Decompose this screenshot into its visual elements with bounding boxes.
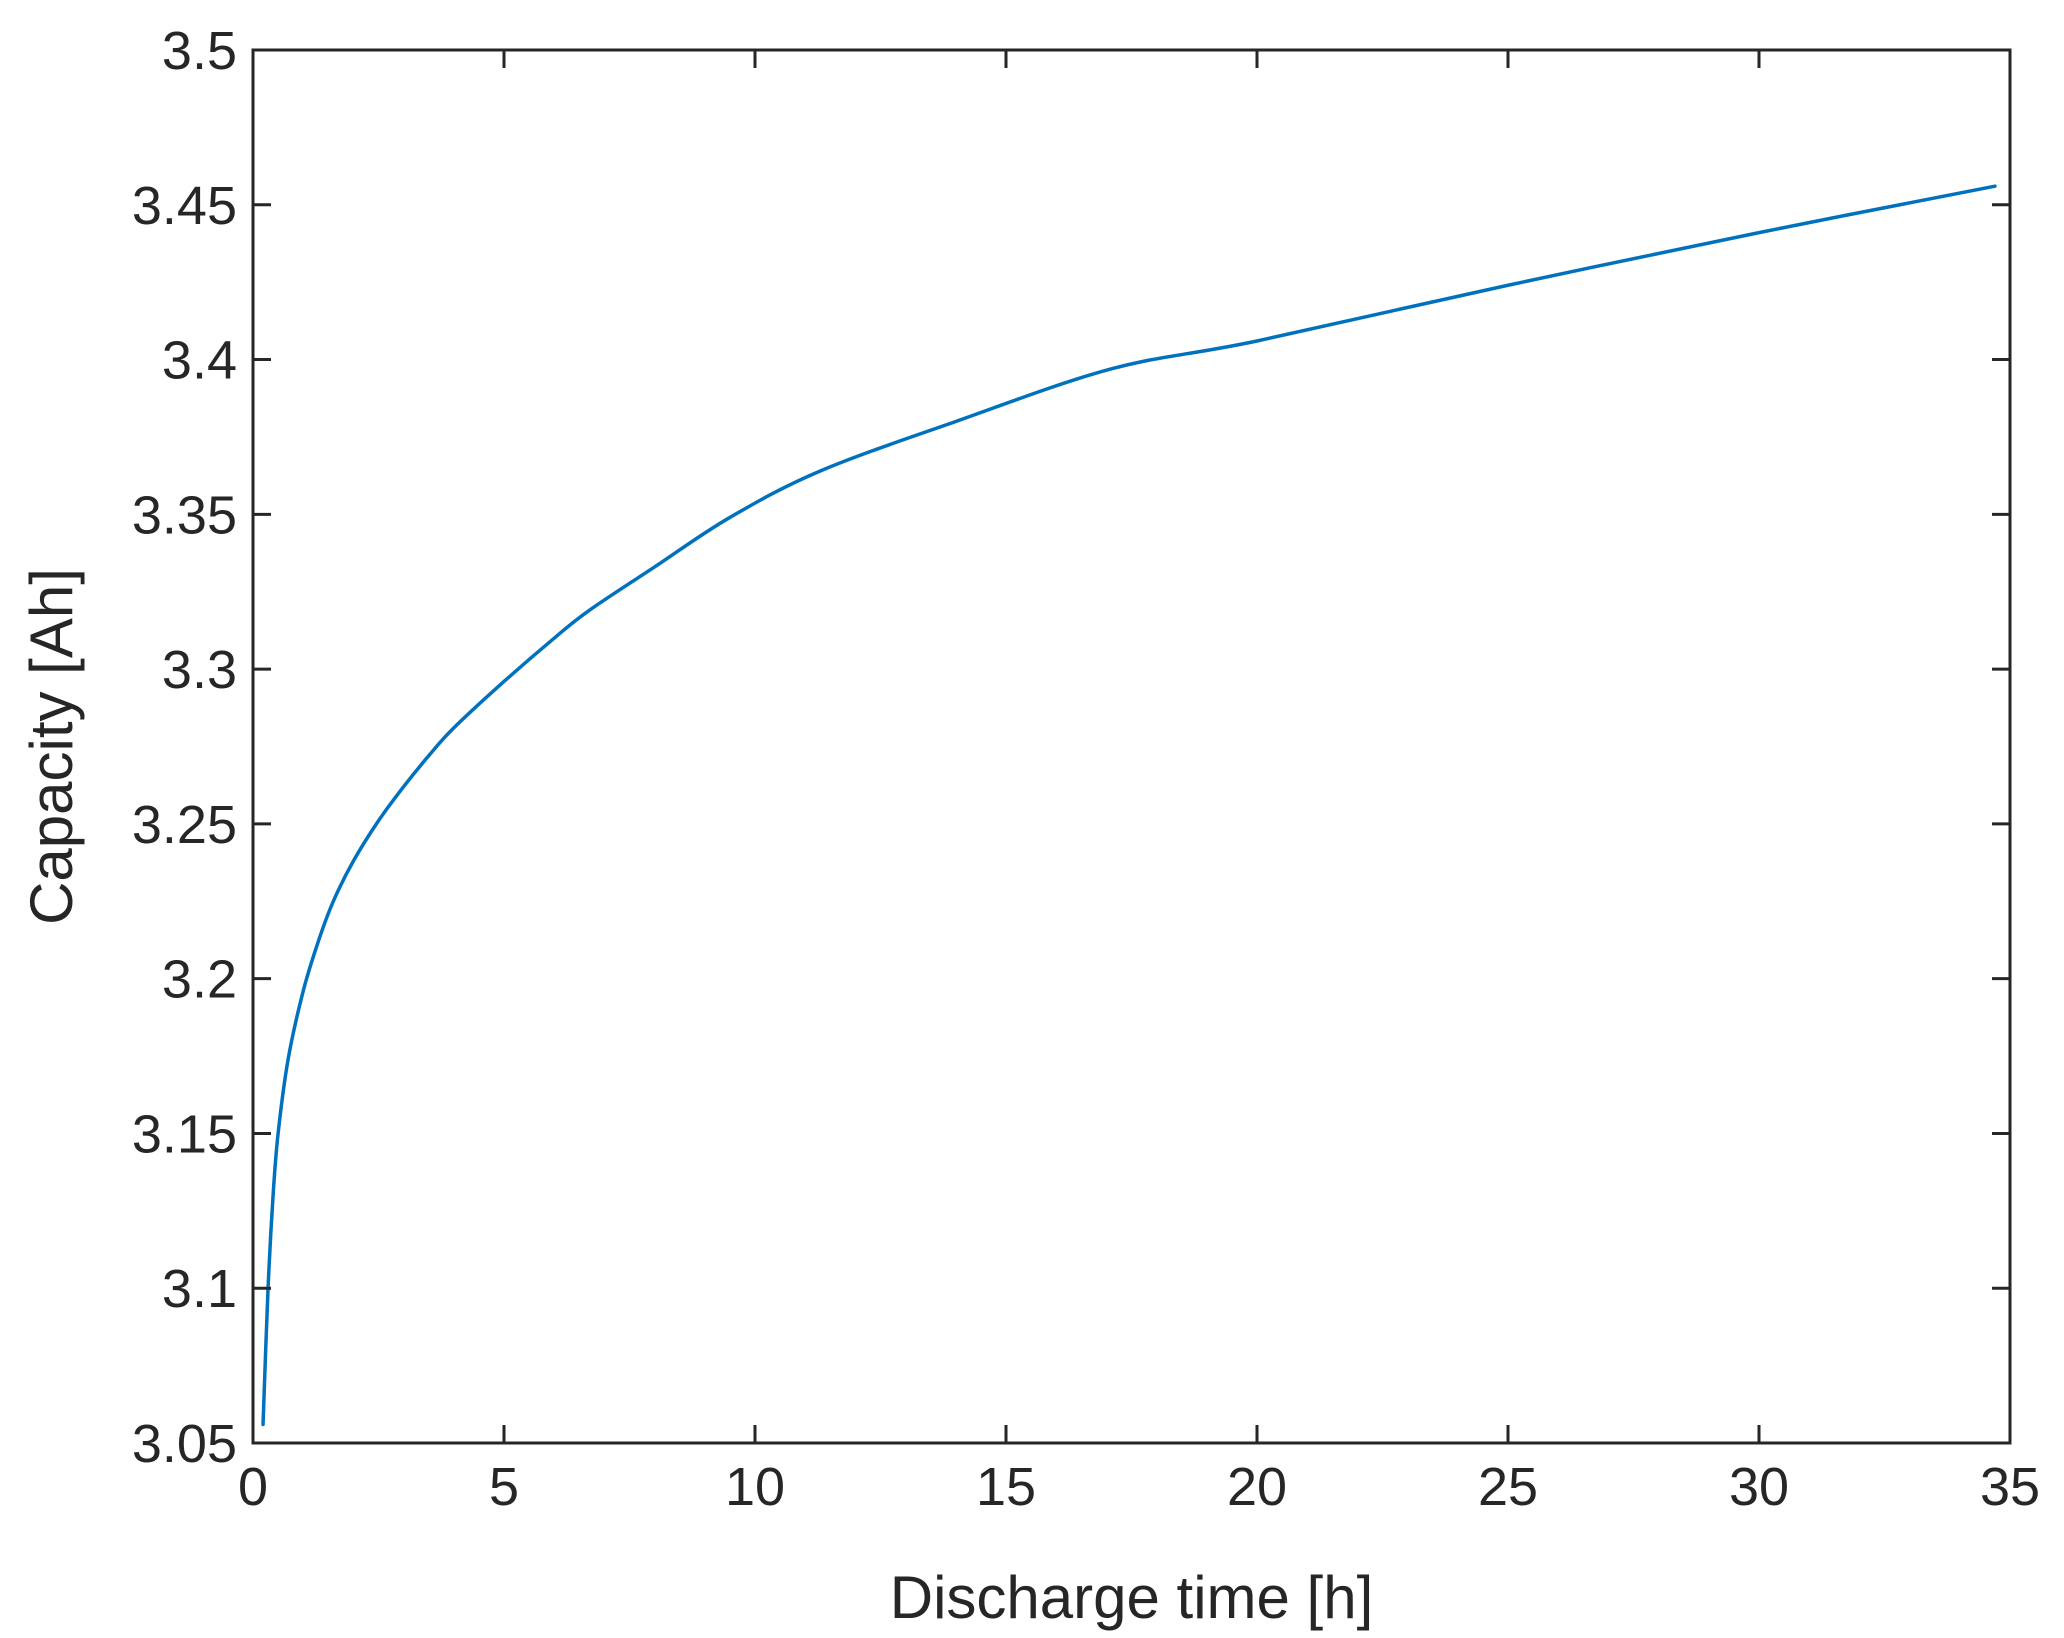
plot-marks (261, 184, 1997, 1427)
x-tick-label: 10 (725, 1457, 785, 1517)
plot-area-frame (251, 48, 2012, 1445)
y-tick-label: 3.25 (132, 795, 237, 855)
y-tick-label: 3.3 (162, 640, 237, 700)
y-tick-label: 3.15 (132, 1104, 237, 1164)
y-tick-label: 3.45 (132, 176, 237, 236)
x-tick-label: 15 (976, 1457, 1036, 1517)
x-tick-label: 30 (1729, 1457, 1789, 1517)
y-tick-label: 3.2 (162, 950, 237, 1010)
y-axis-title: Capacity [Ah] (18, 568, 85, 925)
series-line (261, 184, 1997, 1427)
x-tick-label: 0 (238, 1457, 268, 1517)
x-tick-label: 25 (1478, 1457, 1538, 1517)
x-tick-label: 5 (489, 1457, 519, 1517)
x-axis-title: Discharge time [h] (890, 1564, 1374, 1631)
y-tick-label: 3.35 (132, 485, 237, 545)
x-tick-label: 35 (1980, 1457, 2040, 1517)
y-tick-label: 3.4 (162, 331, 237, 391)
y-tick-label: 3.1 (162, 1259, 237, 1319)
y-tick-label: 3.5 (162, 21, 237, 81)
y-tick-label: 3.05 (132, 1414, 237, 1474)
x-tick-label: 20 (1227, 1457, 1287, 1517)
axis-ticks: 0 5 10 15 20 25 30 35 3.05 3.1 3.15 3.2 3.25 3.3 3.35 3… (132, 21, 2040, 1517)
